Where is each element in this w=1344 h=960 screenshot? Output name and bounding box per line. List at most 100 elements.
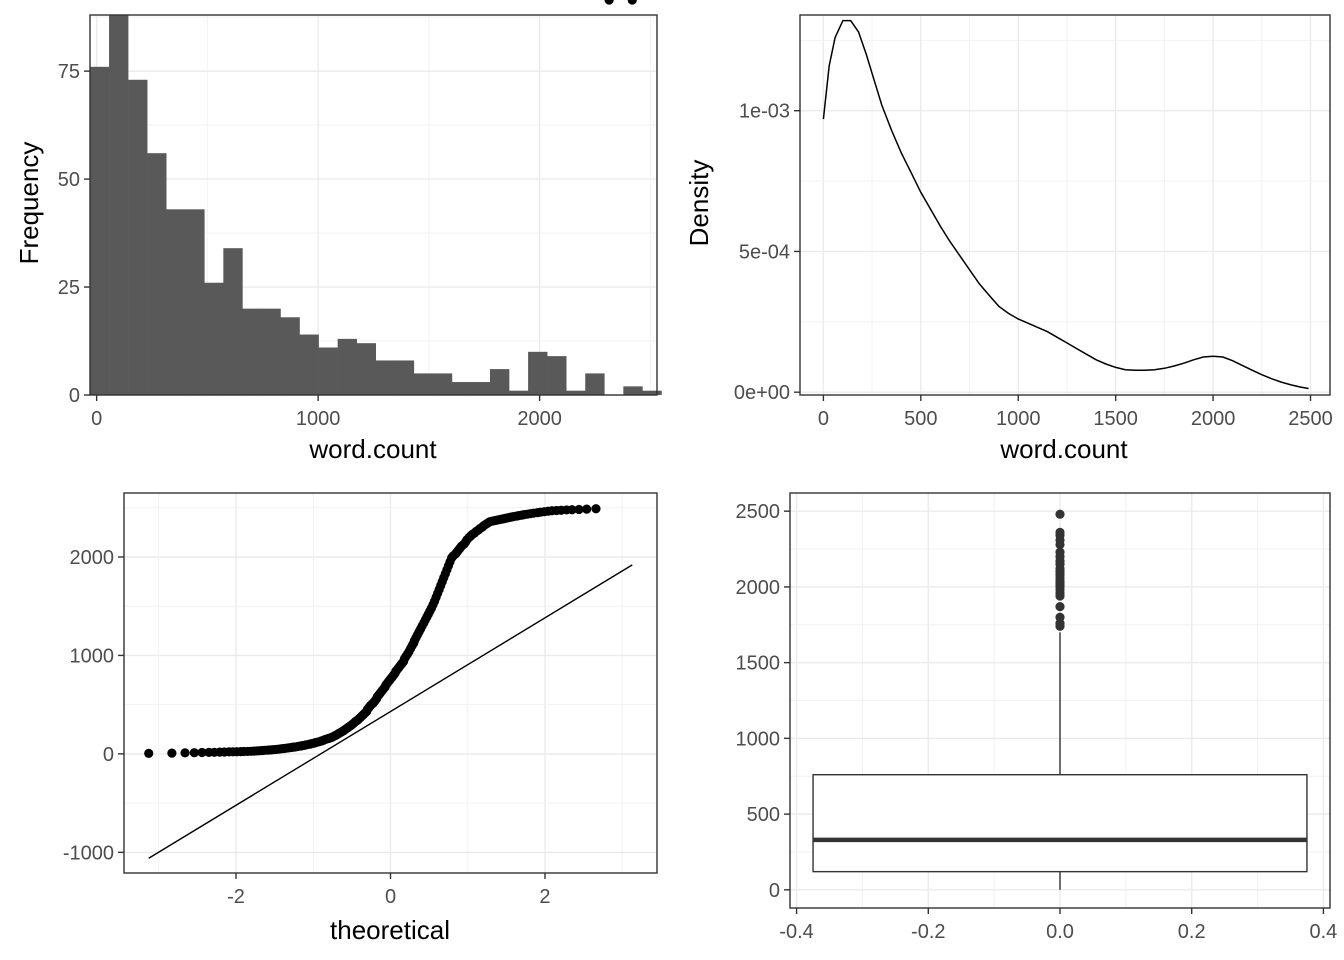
qq-point xyxy=(574,504,584,515)
x-tick-label: 1500 xyxy=(1093,408,1138,430)
qq-panel: -2 0 2 -1000 0 1000 2000 theoretical xyxy=(63,0,658,945)
y-tick-label: 1000 xyxy=(70,645,115,667)
y-tick-label: 0 xyxy=(769,880,780,902)
histogram-y-axis-title: Frequency xyxy=(14,142,44,265)
y-tick-label: 2500 xyxy=(736,501,781,523)
outlier-point xyxy=(1055,547,1065,557)
histogram-bar xyxy=(623,386,643,395)
x-tick-label: 0 xyxy=(385,886,396,908)
x-tick-label: 1000 xyxy=(996,408,1041,430)
qq-point xyxy=(197,747,207,758)
histogram-panel: 0 1000 2000 0 25 50 75 word.count Frequency xyxy=(14,14,662,464)
histogram-bar xyxy=(337,338,357,395)
y-tick-label: 2000 xyxy=(70,547,115,569)
x-tick-label: 2000 xyxy=(1191,408,1236,430)
histogram-bar xyxy=(128,79,148,395)
y-tick-label: 25 xyxy=(58,277,80,299)
x-tick-label: 0.0 xyxy=(1046,921,1074,943)
histogram-x-axis-title: word.count xyxy=(308,434,437,464)
x-tick-label: 500 xyxy=(904,408,937,430)
y-tick-label: 1000 xyxy=(736,728,781,750)
y-tick-label: -1000 xyxy=(63,842,114,864)
y-tick-label: 50 xyxy=(58,169,80,191)
histogram-bar xyxy=(394,360,415,395)
histogram-bar xyxy=(280,317,300,395)
qq-point xyxy=(144,748,154,758)
x-tick-label: 0.4 xyxy=(1310,921,1338,943)
outlier-point xyxy=(1055,527,1065,537)
y-tick-label: 500 xyxy=(747,804,780,826)
histogram-bars xyxy=(90,15,662,396)
x-tick-label: 0.2 xyxy=(1178,921,1206,943)
histogram-bar xyxy=(413,373,434,395)
density-x-axis-title: word.count xyxy=(999,434,1128,464)
density-curve xyxy=(822,19,1309,390)
x-tick-label: 0 xyxy=(818,408,829,430)
histogram-bar xyxy=(166,209,186,395)
x-tick-label: -0.4 xyxy=(779,921,813,943)
panel-background xyxy=(800,15,1330,395)
qq-point xyxy=(567,505,577,515)
qq-point xyxy=(582,504,592,514)
histogram-bar xyxy=(547,356,567,395)
histogram-bar xyxy=(223,248,243,395)
histogram-bar xyxy=(470,382,491,395)
y-tick-label: 2000 xyxy=(736,577,781,599)
boxplot-marks xyxy=(812,509,1308,890)
qq-reference-line xyxy=(148,564,633,859)
x-tick-label: 1000 xyxy=(296,408,341,430)
histogram-bar xyxy=(509,390,529,395)
histogram-bar xyxy=(204,282,224,395)
x-tick-label: 2000 xyxy=(517,408,562,430)
x-tick-label: 0 xyxy=(91,408,102,430)
qq-point xyxy=(591,504,601,514)
y-tick-label: 0 xyxy=(69,385,80,407)
qq-point xyxy=(180,748,190,758)
panel-border xyxy=(799,14,1331,396)
qq-points xyxy=(144,0,637,859)
y-tick-label: 0e+00 xyxy=(734,382,790,404)
histogram-bar xyxy=(242,308,262,395)
y-tick-label: 5e-04 xyxy=(739,241,790,263)
density-frame xyxy=(799,14,1331,396)
outlier-point xyxy=(1055,509,1065,519)
y-tick-label: 0 xyxy=(103,744,114,766)
histogram-bar xyxy=(318,347,338,395)
boxplot-ticks: -0.4 -0.2 0.0 0.2 0.4 0 500 1000 1500 2000 2500 xyxy=(736,501,1338,943)
density-grid xyxy=(800,15,1330,395)
box-iqr xyxy=(812,774,1308,873)
outlier-point xyxy=(1055,601,1065,612)
density-line xyxy=(822,19,1309,390)
qq-ticks: -2 0 2 -1000 0 1000 2000 xyxy=(63,547,551,908)
histogram-bar xyxy=(261,308,281,395)
qq-point xyxy=(627,0,637,5)
y-tick-label: 1500 xyxy=(736,653,781,675)
density-y-axis-title: Density xyxy=(684,160,714,247)
histogram-bar xyxy=(375,360,396,395)
histogram-bar xyxy=(299,334,319,395)
histogram-bar xyxy=(90,66,110,396)
histogram-bar xyxy=(147,153,167,395)
y-tick-label: 1e-03 xyxy=(739,101,790,123)
histogram-bar xyxy=(566,390,586,395)
qq-grid xyxy=(124,493,657,873)
boxplot-panel: -0.4 -0.2 0.0 0.2 0.4 0 500 1000 1500 2000 2500 xyxy=(736,492,1338,943)
x-tick-label: 2 xyxy=(539,886,550,908)
density-panel: 0 500 1000 1500 2000 2500 0e+00 5e-04 1e-03 word… xyxy=(684,14,1333,464)
histogram-bar xyxy=(432,373,453,395)
qq-x-axis-title: theoretical xyxy=(330,915,450,945)
qq-point xyxy=(604,0,614,5)
histogram-bar xyxy=(490,369,510,395)
x-tick-label: -2 xyxy=(227,886,245,908)
qq-point xyxy=(167,748,177,758)
x-tick-label: 2500 xyxy=(1288,408,1333,430)
histogram-bar xyxy=(528,351,548,395)
histogram-bar xyxy=(585,373,605,395)
histogram-bar xyxy=(185,209,205,395)
y-tick-label: 75 xyxy=(58,61,80,83)
histogram-bar xyxy=(109,15,129,395)
histogram-ticks: 0 1000 2000 0 25 50 75 xyxy=(58,61,562,430)
histogram-frame xyxy=(89,14,658,396)
histogram-bar xyxy=(451,382,472,395)
